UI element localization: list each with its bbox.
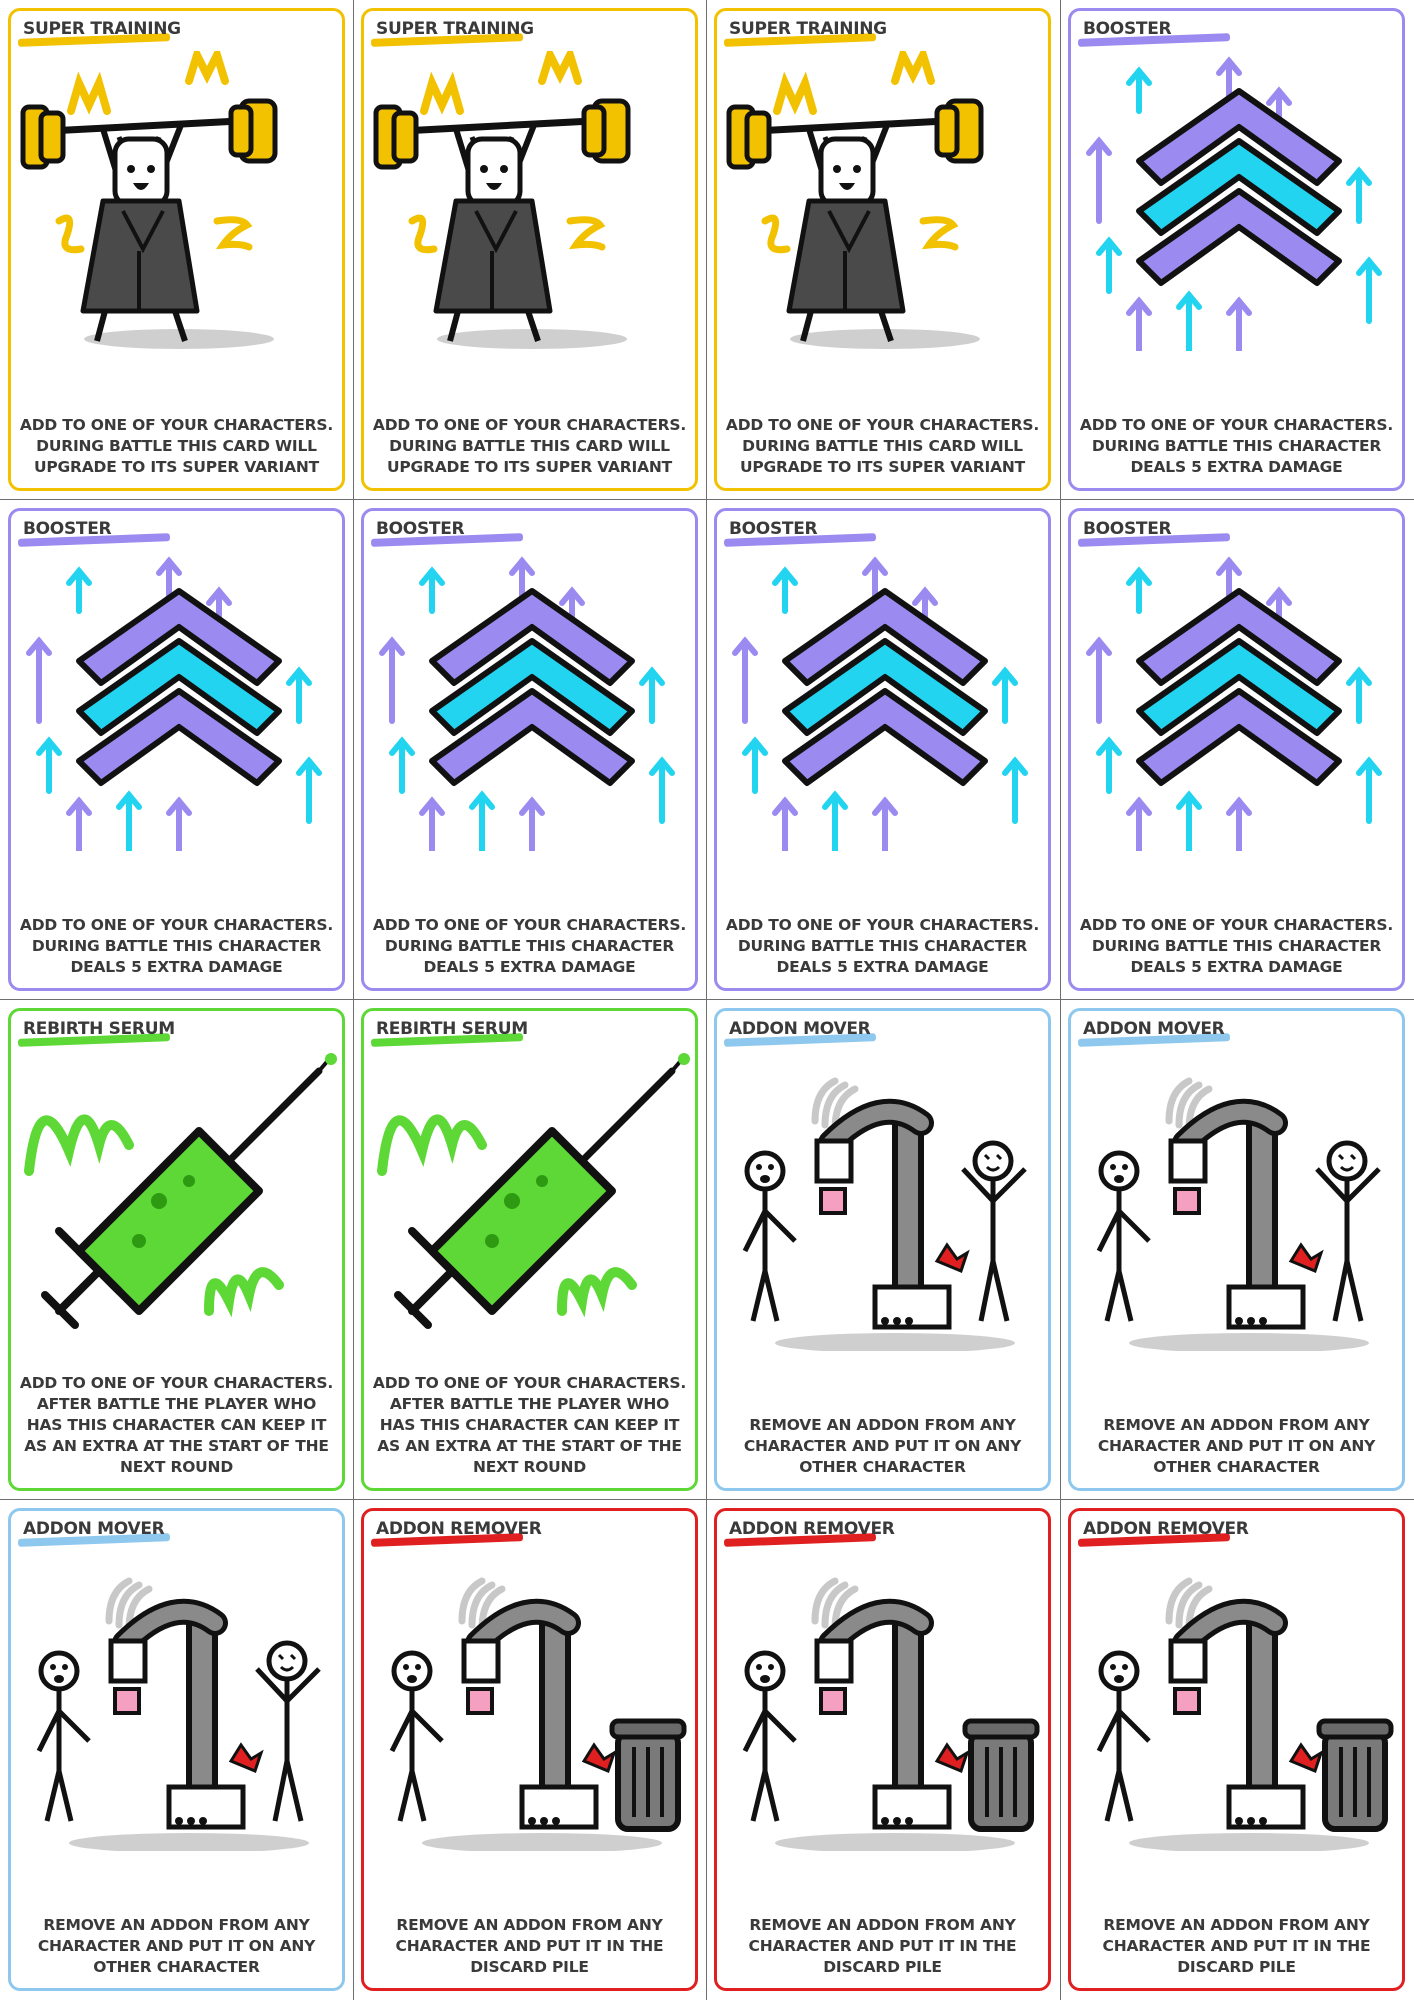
card-title: REBIRTH SERUM [23, 1019, 175, 1039]
booster-card: BOOSTER ADD TO ONE OF YOUR CHARACTERS. DU… [8, 508, 345, 991]
booster-card: BOOSTER ADD TO ONE OF YOUR CHARACTERS. DU… [1068, 8, 1405, 491]
cut-line-vertical [706, 0, 707, 2000]
card-description: REMOVE AN ADDON FROM ANY CHARACTER AND P… [1097, 1416, 1376, 1476]
card-title: REBIRTH SERUM [376, 1019, 528, 1039]
weightlifter-illustration [373, 51, 631, 349]
card-description: REMOVE AN ADDON FROM ANY CHARACTER AND P… [743, 1416, 1022, 1476]
syringe-illustration [377, 1053, 690, 1329]
weightlifter-illustration [20, 51, 278, 349]
chevrons-arrows-illustration [1086, 56, 1382, 351]
booster-card: BOOSTER ADD TO ONE OF YOUR CHARACTERS. DU… [361, 508, 698, 991]
card-title: BOOSTER [23, 519, 112, 539]
card-description: ADD TO ONE OF YOUR CHARACTERS. AFTER BAT… [19, 1374, 334, 1476]
robot-arm-trashcan-illustration [1096, 1577, 1394, 1851]
card-description: ADD TO ONE OF YOUR CHARACTERS. AFTER BAT… [372, 1374, 687, 1476]
card-title: BOOSTER [376, 519, 465, 539]
card-description: REMOVE AN ADDON FROM ANY CHARACTER AND P… [1102, 1916, 1371, 1976]
chevrons-arrows-illustration [379, 556, 675, 851]
card-description: ADD TO ONE OF YOUR CHARACTERS. DURING BA… [19, 416, 334, 476]
card-description: REMOVE AN ADDON FROM ANY CHARACTER AND P… [395, 1916, 664, 1976]
cut-line-horizontal [0, 1499, 1414, 1500]
addon-remover-card: ADDON REMOVER REMOVE AN ADDON FROM ANY C [361, 1508, 698, 1991]
card-description: REMOVE AN ADDON FROM ANY CHARACTER AND P… [37, 1916, 316, 1976]
super-training-card: SUPER TRAINING ADD TO ONE OF YOUR CHARAC… [8, 8, 345, 491]
card-description: ADD TO ONE OF YOUR CHARACTERS. DURING BA… [1079, 416, 1394, 476]
chevrons-arrows-illustration [26, 556, 322, 851]
addon-remover-card: ADDON REMOVER REMOVE AN ADDON FROM ANY C [1068, 1508, 1405, 1991]
card-title: BOOSTER [1083, 519, 1172, 539]
addon-mover-card: ADDON MOVER REMOVE AN ADDO [1068, 1008, 1405, 1491]
cut-line-horizontal [0, 999, 1414, 1000]
super-training-card: SUPER TRAINING ADD TO ONE OF YOUR CHARAC… [361, 8, 698, 491]
cut-line-vertical [1060, 0, 1061, 2000]
rebirth-serum-card: REBIRTH SERUM ADD TO ONE OF YOUR CHARACT… [8, 1008, 345, 1491]
robot-arm-trashcan-illustration [742, 1577, 1040, 1851]
card-title: SUPER TRAINING [23, 19, 181, 39]
card-description: ADD TO ONE OF YOUR CHARACTERS. DURING BA… [1079, 916, 1394, 976]
chevrons-arrows-illustration [1086, 556, 1382, 851]
card-title: ADDON MOVER [1083, 1019, 1225, 1039]
super-training-card: SUPER TRAINING ADD TO ONE OF YOUR CHARAC… [714, 8, 1051, 491]
card-description: ADD TO ONE OF YOUR CHARACTERS. DURING BA… [372, 916, 687, 976]
robot-arm-cheering-illustration [36, 1577, 321, 1851]
card-description: REMOVE AN ADDON FROM ANY CHARACTER AND P… [748, 1916, 1017, 1976]
robot-arm-cheering-illustration [1096, 1077, 1381, 1351]
card-title: ADDON MOVER [729, 1019, 871, 1039]
booster-card: BOOSTER ADD TO ONE OF YOUR CHARACTERS. DU… [714, 508, 1051, 991]
card-title: ADDON MOVER [23, 1519, 165, 1539]
card-description: ADD TO ONE OF YOUR CHARACTERS. DURING BA… [725, 416, 1040, 476]
card-description: ADD TO ONE OF YOUR CHARACTERS. DURING BA… [372, 416, 687, 476]
card-title: SUPER TRAINING [729, 19, 887, 39]
addon-mover-card: ADDON MOVER REMOVE AN ADDO [8, 1508, 345, 1991]
chevrons-arrows-illustration [732, 556, 1028, 851]
booster-card: BOOSTER ADD TO ONE OF YOUR CHARACTERS. DU… [1068, 508, 1405, 991]
cut-line-vertical [353, 0, 354, 2000]
card-title: BOOSTER [1083, 19, 1172, 39]
cut-line-horizontal [0, 499, 1414, 500]
card-description: ADD TO ONE OF YOUR CHARACTERS. DURING BA… [19, 916, 334, 976]
addon-remover-card: ADDON REMOVER REMOVE AN ADDON FROM ANY C [714, 1508, 1051, 1991]
syringe-illustration [24, 1053, 337, 1329]
robot-arm-cheering-illustration [742, 1077, 1027, 1351]
card-title: BOOSTER [729, 519, 818, 539]
addon-mover-card: ADDON MOVER REMOVE AN ADDO [714, 1008, 1051, 1491]
rebirth-serum-card: REBIRTH SERUM ADD TO ONE OF YOUR CHARACT… [361, 1008, 698, 1491]
card-title: ADDON REMOVER [1083, 1519, 1249, 1539]
card-description: ADD TO ONE OF YOUR CHARACTERS. DURING BA… [725, 916, 1040, 976]
card-title: SUPER TRAINING [376, 19, 534, 39]
weightlifter-illustration [726, 51, 984, 349]
card-title: ADDON REMOVER [729, 1519, 895, 1539]
robot-arm-trashcan-illustration [389, 1577, 687, 1851]
card-title: ADDON REMOVER [376, 1519, 542, 1539]
